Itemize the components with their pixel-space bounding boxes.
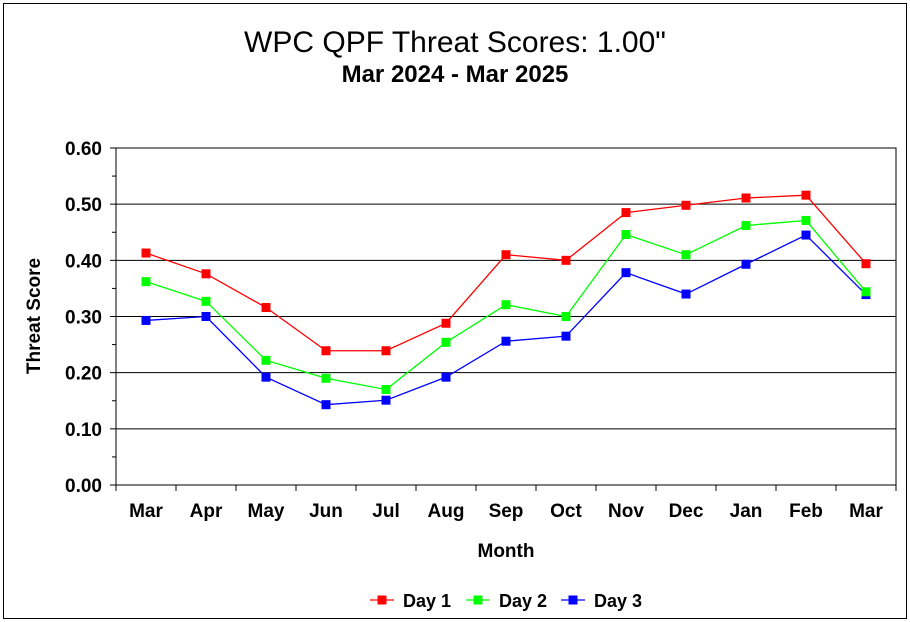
x-tick-label: Nov [608,501,644,522]
data-point [381,346,391,356]
data-point [621,268,631,278]
y-tick-label: 0.20 [65,364,102,385]
y-tick-label: 0.50 [65,195,102,216]
x-tick-label: Jun [309,501,343,522]
data-point [201,296,211,306]
x-tick-label: Dec [669,501,704,522]
x-tick-label: Jan [730,501,763,522]
legend-label: Day 2 [499,591,547,611]
chart-title: WPC QPF Threat Scores: 1.00" [244,26,666,59]
x-tick-label: Aug [428,501,465,522]
plot-area: 0.00 0.10 0.20 0.30 0.40 0.50 0.60 Mar Apr May Jun… [65,139,897,522]
data-point [861,287,871,297]
data-point [261,355,271,365]
chart-subtitle: Mar 2024 - Mar 2025 [342,61,569,88]
data-point [441,337,451,347]
data-point [201,312,211,321]
y-tick-label: 0.00 [65,476,102,497]
data-point [381,395,391,405]
data-point [741,259,751,269]
data-point [741,221,751,231]
data-point [321,373,331,383]
y-tick-label: 0.10 [65,420,102,441]
legend-marker [568,595,578,605]
data-point [501,336,511,346]
x-tick-label: Sep [489,501,524,522]
x-tick-label: Feb [789,501,823,522]
data-point [801,190,811,200]
data-point [681,289,691,299]
data-point [141,277,151,287]
y-tick-label: 0.40 [65,251,102,272]
legend-marker [473,595,483,605]
x-tick-label: Jul [372,501,399,522]
legend-label: Day 3 [594,591,642,611]
chart-frame [3,3,907,619]
data-point [621,208,631,218]
y-axis-label: Threat Score [24,258,45,374]
x-tick-label: Mar [849,501,883,522]
legend-marker [377,595,387,605]
data-point [321,346,331,356]
data-point [501,250,511,260]
data-point [501,300,511,310]
data-point [201,269,211,279]
data-point [261,303,271,313]
data-point [561,331,571,341]
x-tick-label: Mar [129,501,163,522]
y-tick-label: 0.30 [65,308,102,329]
series-line-1 [145,194,867,352]
data-point [741,193,751,203]
data-point [681,250,691,260]
legend-label: Day 1 [403,591,451,611]
data-point [801,230,811,240]
x-axis-label: Month [478,541,535,562]
legend: Day 1 Day 2 Day 3 [370,591,642,611]
data-point [681,200,691,210]
data-point [861,259,871,269]
data-point [561,312,571,321]
data-point [441,318,451,328]
data-point [441,372,451,382]
y-tick-label: 0.60 [65,139,102,160]
data-point [321,400,331,410]
data-point [141,315,151,325]
data-point [141,248,151,258]
x-tick-label: Oct [550,501,582,522]
data-point [621,229,631,239]
x-tick-label: May [248,501,285,522]
data-point [801,215,811,225]
x-tick-label: Apr [190,501,223,522]
data-point [561,255,571,265]
data-point [261,372,271,382]
data-point [381,385,391,395]
